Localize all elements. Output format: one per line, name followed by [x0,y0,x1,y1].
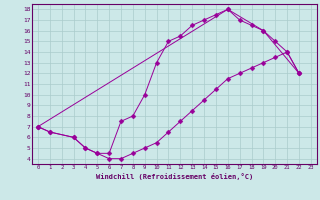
X-axis label: Windchill (Refroidissement éolien,°C): Windchill (Refroidissement éolien,°C) [96,173,253,180]
